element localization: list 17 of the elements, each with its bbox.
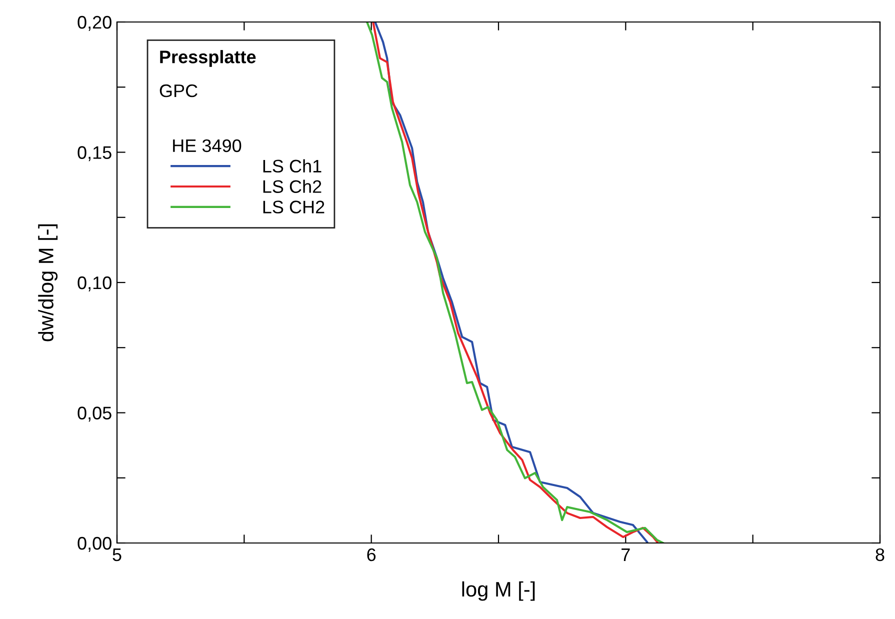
x-tick-label: 7 — [622, 548, 630, 561]
legend-label: LS CH2 — [263, 200, 324, 214]
legend-label: LS Ch2 — [263, 180, 322, 193]
legend-title: HE 3490 — [173, 139, 242, 152]
x-axis-title: log M [-] — [462, 581, 535, 601]
x-tick-label: 8 — [876, 548, 884, 562]
y-tick-label: 0,20 — [78, 16, 112, 31]
annotation: Pressplatte — [160, 50, 256, 67]
x-tick-label: 6 — [367, 548, 376, 562]
y-tick-label: 0,00 — [78, 536, 112, 552]
y-tick-label: 0,05 — [78, 406, 112, 422]
x-tick-label: 5 — [112, 548, 122, 562]
y-tick-label: 0,15 — [78, 146, 112, 162]
annotation: GPC — [160, 84, 198, 98]
y-tick-label: 0,10 — [78, 276, 112, 292]
y-axis-title: dw/dlog M [-] — [38, 224, 58, 342]
legend-label: LS Ch1 — [263, 159, 322, 173]
